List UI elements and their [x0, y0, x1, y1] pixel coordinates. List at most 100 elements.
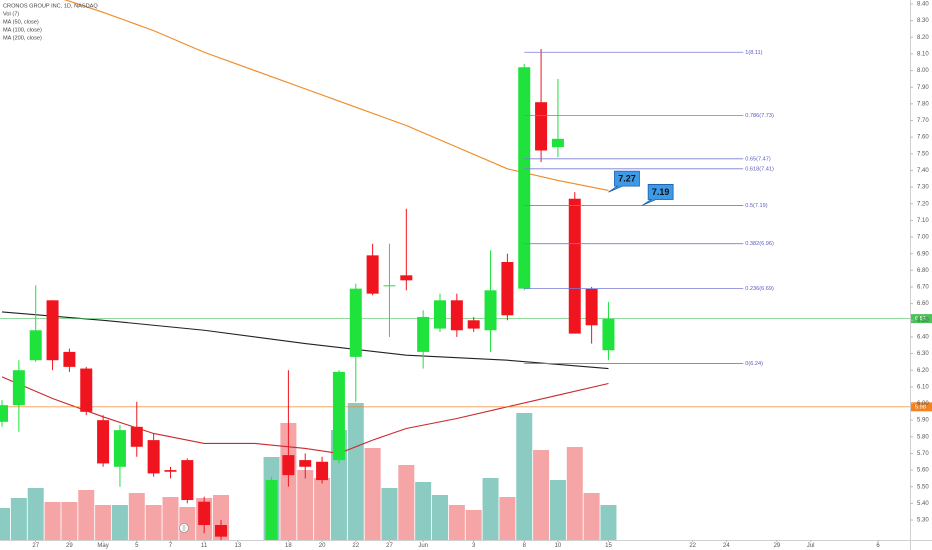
- y-tick-label: 5.40: [917, 501, 929, 507]
- candle-body: [383, 285, 396, 287]
- volume-bar: [448, 505, 465, 540]
- y-tick-label: 7.10: [917, 218, 929, 224]
- candle-body: [551, 138, 564, 148]
- candle-body: [450, 300, 463, 331]
- volume-bar: [465, 510, 482, 540]
- y-tick-label: 6.40: [917, 334, 929, 340]
- y-tick-label: 6.80: [917, 268, 929, 274]
- candle-body: [484, 290, 497, 331]
- x-tick-label: 22: [689, 543, 696, 549]
- candle-body: [518, 67, 531, 289]
- x-tick-label: 15: [605, 543, 612, 549]
- moving-average-line: [1, 311, 609, 370]
- y-tick-label: 7.30: [917, 185, 929, 191]
- x-tick-label: 7: [169, 543, 173, 549]
- candle-body: [97, 420, 110, 464]
- callout-label: 7.27: [618, 173, 636, 183]
- candle-body: [332, 371, 345, 461]
- x-tick-label: 27: [32, 543, 39, 549]
- candle-body: [164, 470, 177, 472]
- volume-bar: [364, 448, 381, 540]
- candle-body: [299, 460, 312, 467]
- y-tick-label: 5.30: [917, 518, 929, 524]
- fib-label: 0.382(6.96): [745, 241, 774, 247]
- candle-body: [0, 405, 9, 422]
- volume-bar: [583, 493, 600, 540]
- candle-body: [63, 351, 76, 367]
- x-tick-label: 8: [523, 543, 527, 549]
- earnings-icon: [179, 523, 189, 533]
- x-tick-label: 29: [66, 543, 73, 549]
- y-tick-label: 7.70: [917, 118, 929, 124]
- price-tag: [911, 402, 932, 412]
- volume-bar: [27, 488, 44, 540]
- legend: CRONOS GROUP INC, 1D, NASDAQ Vol (7) MA …: [3, 3, 98, 41]
- volume-bar: [61, 502, 78, 540]
- y-tick-label: 7.50: [917, 151, 929, 157]
- y-tick-label: 8.10: [917, 52, 929, 58]
- volume-bar: [10, 498, 27, 540]
- candle-body: [215, 525, 228, 537]
- y-tick-label: 6.20: [917, 368, 929, 374]
- y-tick-label: 6.10: [917, 384, 929, 390]
- volume-bar: [128, 493, 145, 540]
- candle-body: [501, 262, 514, 316]
- volume-layer: [0, 403, 617, 540]
- volume-bar: [381, 488, 398, 540]
- fib-label: 0.236(6.69): [745, 286, 774, 292]
- fib-label: 0.786(7.73): [745, 113, 774, 119]
- volume-bar: [111, 505, 128, 540]
- candle-body: [366, 255, 379, 294]
- x-tick-label: May: [97, 543, 108, 549]
- legend-entry: MA (200, close): [3, 35, 42, 41]
- volume-bar: [482, 478, 499, 540]
- volume-bar: [415, 482, 432, 540]
- price-tag: [911, 314, 932, 324]
- y-tick-label: 7.80: [917, 101, 929, 107]
- x-tick-label: 11: [201, 543, 208, 549]
- price-tag-label: 6.51: [915, 316, 926, 322]
- volume-bar: [0, 508, 11, 540]
- price-callout: [641, 184, 674, 206]
- x-tick-label: 13: [235, 543, 242, 549]
- x-tick-label: 18: [285, 543, 292, 549]
- fib-label: 0.618(7.41): [745, 166, 774, 172]
- volume-bar: [297, 470, 314, 540]
- y-tick-label: 5.50: [917, 484, 929, 490]
- y-tick-label: 8.30: [917, 18, 929, 24]
- y-tick-label: 6.00: [917, 401, 929, 407]
- candle-body: [602, 318, 615, 351]
- overlay-layer: 6.51 5.98 1(8.11) 0.786(7.73) 0.65(7.47) 0.61…: [524, 50, 932, 412]
- x-tick-label: 10: [555, 543, 562, 549]
- fib-label: 0(6.24): [745, 361, 763, 367]
- candle-body: [265, 480, 278, 540]
- y-tick-label: 8.20: [917, 35, 929, 41]
- candle-body: [535, 102, 548, 151]
- volume-bar: [549, 480, 566, 540]
- y-tick-label: 7.40: [917, 168, 929, 174]
- candle-body: [400, 275, 413, 281]
- volume-bar: [432, 495, 449, 540]
- x-tick-label: 22: [352, 543, 359, 549]
- fib-label: 0.5(7.19): [745, 203, 768, 209]
- volume-bar: [566, 447, 583, 540]
- candle-body: [282, 455, 295, 476]
- candle-body: [80, 368, 93, 412]
- x-tick-label: 3: [472, 543, 476, 549]
- candle-body: [585, 288, 598, 326]
- chart-title: CRONOS GROUP INC, 1D, NASDAQ: [3, 3, 98, 9]
- candle-body: [349, 288, 362, 357]
- candle-body: [29, 330, 42, 361]
- y-tick-label: 7.20: [917, 201, 929, 207]
- candle-body: [467, 320, 480, 329]
- callout-label: 7.19: [652, 187, 670, 197]
- candle-body: [46, 300, 59, 361]
- x-tick-label: 24: [723, 543, 730, 549]
- volume-bar: [533, 450, 550, 540]
- fib-label: 0.65(7.47): [745, 156, 771, 162]
- x-tick-label: 5: [135, 543, 139, 549]
- x-tick-label: 29: [774, 543, 781, 549]
- candle-body: [181, 460, 194, 501]
- x-tick-label: Jun: [418, 543, 428, 549]
